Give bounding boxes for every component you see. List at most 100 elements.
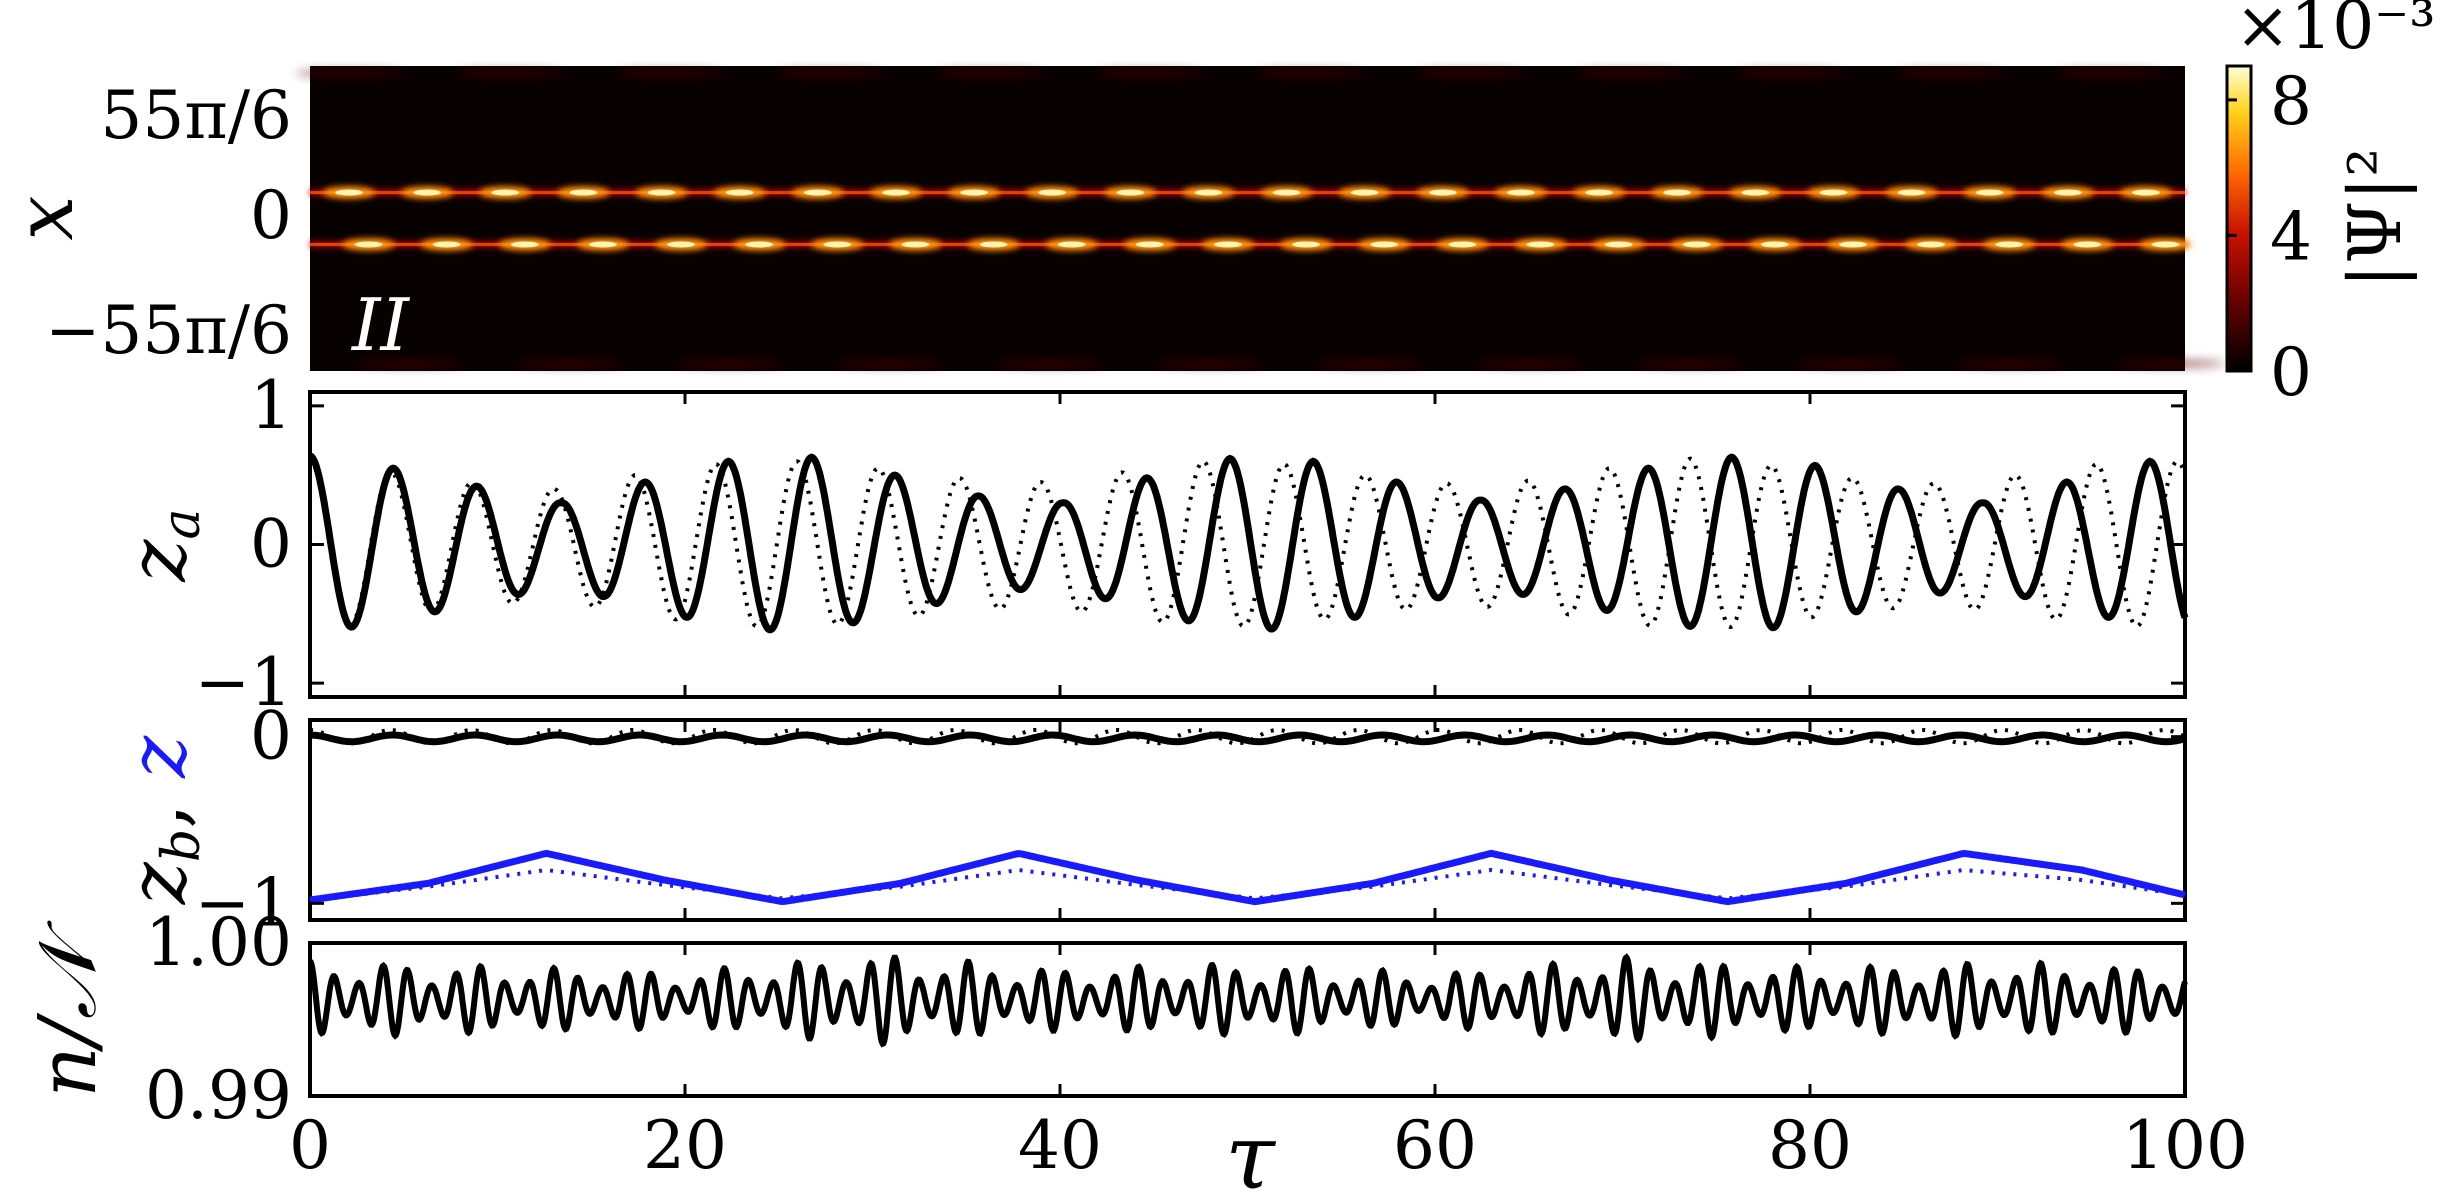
heatmap-pulse-core (1741, 189, 1770, 196)
heatmap-faint-blob (1315, 360, 1425, 367)
heatmap-pulse-core (1213, 241, 1242, 248)
heatmap-pulse-core (1663, 189, 1692, 196)
heatmap-pulse-core (725, 189, 754, 196)
zb-series-z-solid (309, 849, 2186, 906)
heatmap-pulse-core (491, 189, 520, 196)
heatmap-faint-blob (1155, 360, 1265, 367)
heatmap-pulse-core (1917, 241, 1946, 248)
za-y-axis-label: za (111, 508, 212, 582)
n-ytick-label: 1.00 (145, 904, 292, 981)
heatmap-pulse-core (979, 241, 1008, 248)
zb-series-z_b-solid (309, 731, 2186, 746)
heatmap-pulse-core (1838, 241, 1867, 248)
heatmap-faint-blob (1255, 70, 1365, 77)
n-series (307, 953, 2188, 1048)
heatmap-pulse-core (823, 241, 852, 248)
heatmap-y-ticks: 55π/6 0 −55π/6 (45, 77, 292, 369)
heatmap-pulse-core (1292, 241, 1321, 248)
heatmap-pulse-core (667, 241, 696, 248)
heatmap-pulse-core (354, 241, 383, 248)
colorbar-tick-label: 4 (2270, 198, 2312, 275)
za-ytick-label: 1 (250, 367, 292, 444)
heatmap-background (310, 66, 2185, 371)
heatmap-pulse-core (647, 189, 676, 196)
heatmap-faint-blob (615, 70, 725, 77)
heatmap-pulse-core (1370, 241, 1399, 248)
za-lines (308, 452, 2189, 634)
heatmap-faint-blob (1895, 70, 2005, 77)
heatmap-line-core (310, 191, 2185, 195)
heatmap-pulse-core (569, 189, 598, 196)
heatmap-pulse-core (1506, 189, 1535, 196)
heatmap-faint-blob (1795, 360, 1905, 367)
za-ticks: 1 0 −1 (195, 367, 2185, 721)
n-panel: 1.00 0.99 0 20 40 60 80 100 n/𝒩 τ (21, 904, 2248, 1200)
heatmap-faint-blob (1635, 360, 1745, 367)
heatmap-pulse-core (413, 189, 442, 196)
heatmap-faint-blob (775, 70, 885, 77)
heatmap-pulse-core (1272, 189, 1301, 196)
heatmap-ytick-label: −55π/6 (45, 292, 292, 369)
panel-label: II (350, 283, 410, 367)
zb-ticks: 0 −1 (195, 698, 2185, 941)
heatmap-pulse-core (1975, 189, 2004, 196)
x-tick-label: 80 (1768, 1107, 1852, 1184)
heatmap-faint-blob (1735, 70, 1845, 77)
heatmap-pulse-core (1194, 189, 1223, 196)
heatmap-pulse-core (1448, 241, 1477, 248)
heatmap-pulse-core (1760, 241, 1789, 248)
n-y-axis-label: n/𝒩 (21, 920, 114, 1097)
colorbar-tick-label: 8 (2270, 63, 2312, 140)
heatmap-ytick-label: 0 (250, 177, 292, 254)
heatmap-pulse-core (1135, 241, 1164, 248)
colorbar-ticks: 0 4 8 (2227, 63, 2312, 411)
heatmap-pulse-core (432, 241, 461, 248)
heatmap-pulse-core (1350, 189, 1379, 196)
colorbar: 0 4 8 ×10⁻³ |Ψ|² (2225, 0, 2436, 411)
heatmap-pulse-core (2131, 189, 2160, 196)
heatmap-pulse-core (1428, 189, 1457, 196)
heatmap-pulse-core (335, 189, 364, 196)
heatmap-pulse-core (2053, 189, 2082, 196)
x-axis-ticks: 0 20 40 60 80 100 (289, 1107, 2248, 1184)
heatmap-pulse-core (1585, 189, 1614, 196)
x-tick-label: 100 (2122, 1107, 2248, 1184)
heatmap-pulse-core (2151, 241, 2180, 248)
heatmap-pulse-core (901, 241, 930, 248)
heatmap-faint-blob (295, 70, 405, 77)
za-series-dotted (309, 454, 2187, 630)
colorbar-exponent-label: ×10⁻³ (2235, 0, 2436, 64)
x-tick-label: 20 (643, 1107, 727, 1184)
heatmap-faint-blob (355, 360, 465, 367)
heatmap-faint-blob (1575, 70, 1685, 77)
zb-ytick-label: −1 (195, 864, 292, 941)
heatmap-pulse-core (881, 189, 910, 196)
za-panel: 1 0 −1 za (111, 367, 2189, 721)
zb-series-z_b-dotted (309, 727, 2186, 746)
zb-y-axis-label: zb, z (111, 735, 212, 905)
colorbar-tick-label: 0 (2270, 334, 2312, 411)
heatmap-pulse-core (1604, 241, 1633, 248)
heatmap-pulse-core (960, 189, 989, 196)
heatmap-faint-blob (2115, 360, 2225, 367)
za-ytick-label: −1 (195, 644, 292, 721)
heatmap-pulse-core (1057, 241, 1086, 248)
n-ytick-label: 0.99 (145, 1057, 292, 1134)
heatmap-pulse-core (2073, 241, 2102, 248)
n-frame (308, 941, 2187, 1098)
n-lines (307, 953, 2188, 1048)
zb-frame (308, 718, 2187, 922)
n-ticks: 1.00 0.99 (145, 904, 2185, 1134)
heatmap-pulse-core (1682, 241, 1711, 248)
heatmap-y-axis-label: x (0, 195, 91, 240)
heatmap-faint-blob (2055, 70, 2165, 77)
heatmap-faint-blob (1955, 360, 2065, 367)
heatmap-faint-blob (675, 360, 785, 367)
zb-ytick-label: 0 (250, 698, 292, 775)
colorbar-gradient (2225, 64, 2253, 373)
heatmap-ytick-label: 55π/6 (100, 77, 292, 154)
x-tick-label: 60 (1393, 1107, 1477, 1184)
zb-panel: 0 −1 zb, z (111, 698, 2187, 941)
heatmap-marks (295, 70, 2225, 367)
